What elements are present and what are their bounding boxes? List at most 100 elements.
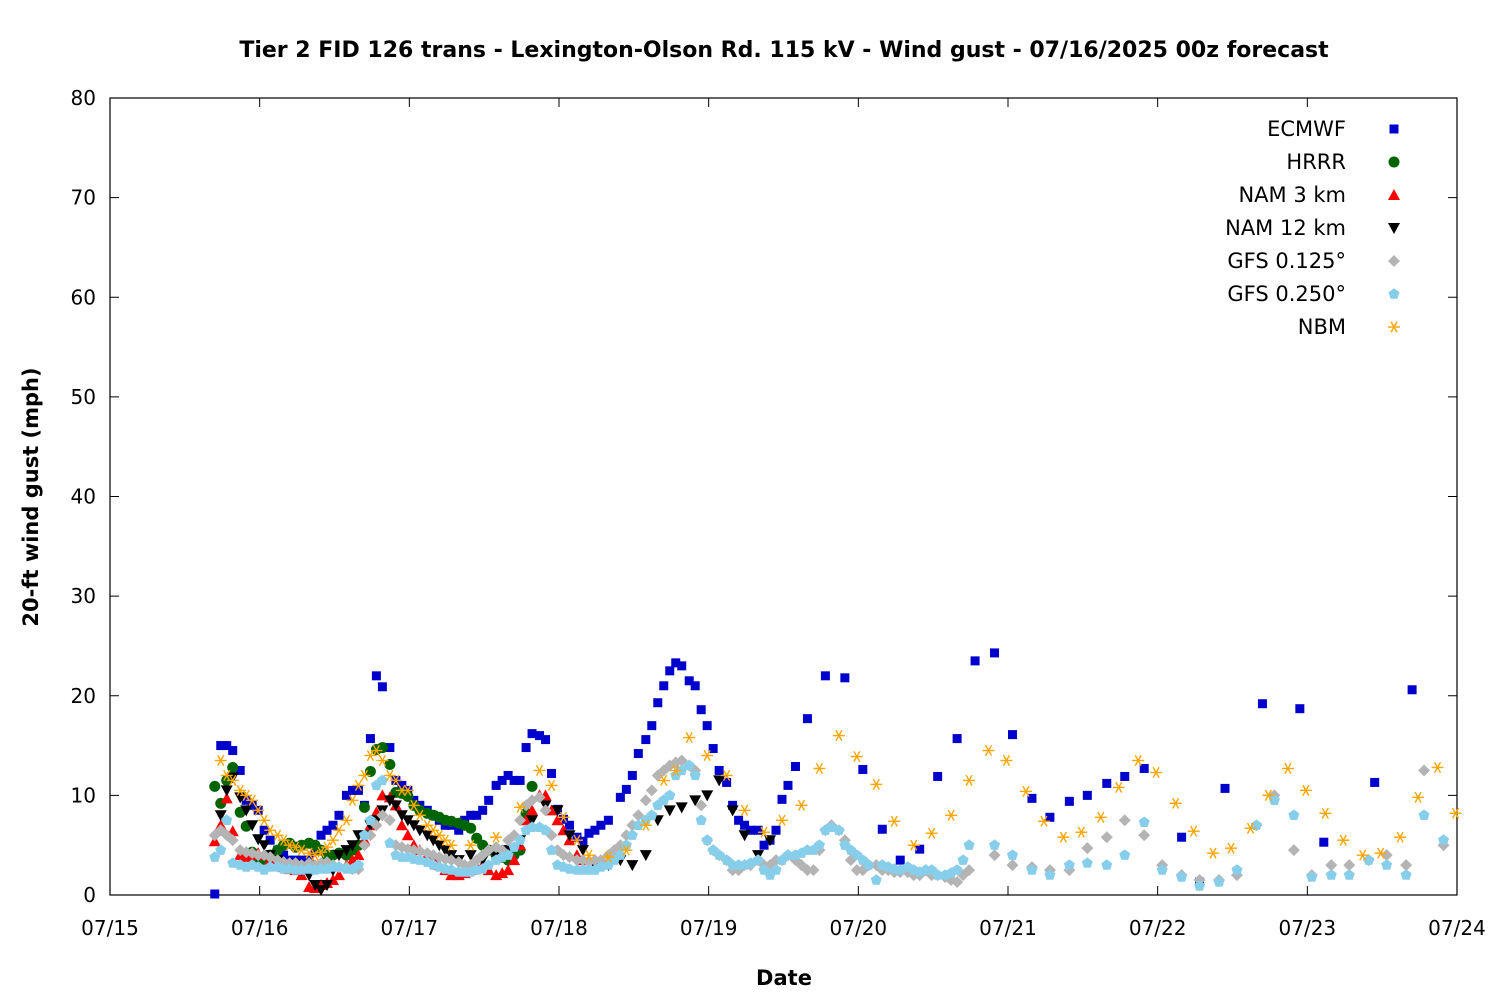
data-point-ecmwf <box>515 775 525 785</box>
data-point-nbm <box>776 814 789 826</box>
asterisk-stroke <box>1022 785 1030 797</box>
data-point-gfs-0-250 <box>540 824 552 835</box>
data-point-ecmwf <box>371 671 381 681</box>
data-point-nam-12-km <box>433 840 446 852</box>
data-point-ecmwf <box>1220 783 1230 793</box>
asterisk-stroke <box>760 826 768 838</box>
data-point-ecmwf <box>790 761 800 771</box>
x-tick-label: 07/15 <box>81 916 139 940</box>
data-point-gfs-0-250 <box>364 814 376 825</box>
data-point-nbm <box>364 749 377 762</box>
data-point-gfs-0-250 <box>1343 869 1355 880</box>
data-point-ecmwf <box>708 744 718 754</box>
y-tick-label: 20 <box>71 684 96 708</box>
data-point-nbm <box>738 804 751 816</box>
data-point-ecmwf <box>702 721 712 731</box>
asterisk-stroke <box>1097 811 1105 823</box>
asterisk-stroke <box>291 841 300 853</box>
data-point-gfs-0-250 <box>614 849 626 860</box>
data-point-ecmwf <box>578 836 588 846</box>
series-gfs-0-250 <box>209 759 1450 891</box>
data-point-gfs-0-250 <box>646 809 658 820</box>
asterisk-stroke <box>516 801 524 813</box>
data-point-nam-12-km <box>526 815 539 827</box>
asterisk-stroke <box>547 779 556 791</box>
data-point-ecmwf <box>1139 763 1149 773</box>
data-point-hrrr <box>364 765 376 777</box>
data-point-nbm <box>1187 825 1200 837</box>
data-point-ecmwf <box>454 825 464 835</box>
data-point-gfs-0-250 <box>770 864 782 875</box>
data-point-ecmwf <box>895 855 905 865</box>
data-point-nbm <box>832 730 845 742</box>
asterisk-stroke <box>404 784 412 796</box>
asterisk-stroke <box>274 829 282 841</box>
data-point-gfs-0-250 <box>376 774 388 786</box>
data-point-gfs-0-125 <box>807 864 820 877</box>
data-point-nam-3-km <box>332 869 345 881</box>
data-point-nbm <box>533 764 546 777</box>
asterisk-stroke <box>835 730 843 742</box>
asterisk-stroke <box>1040 815 1048 827</box>
data-point-nbm <box>1112 781 1125 793</box>
y-tick-label: 60 <box>71 285 96 309</box>
data-point-nbm <box>1412 791 1425 803</box>
asterisk-stroke <box>642 819 650 831</box>
data-point-nam-12-km <box>340 845 353 857</box>
data-point-gfs-0-250 <box>1063 859 1075 870</box>
data-point-gfs-0-250 <box>664 789 676 801</box>
data-point-nam-12-km <box>346 840 359 852</box>
data-point-nbm <box>683 732 696 744</box>
data-point-ecmwf <box>858 764 868 774</box>
data-point-nam-12-km <box>240 805 253 817</box>
asterisk-stroke <box>1227 842 1235 854</box>
data-point-nam-12-km <box>701 790 714 802</box>
data-point-gfs-0-250 <box>932 869 944 880</box>
data-point-ecmwf <box>558 814 568 824</box>
data-point-nbm <box>669 764 682 777</box>
data-point-nbm <box>283 839 296 851</box>
data-point-gfs-0-250 <box>951 864 963 875</box>
asterisk-stroke <box>323 841 331 853</box>
data-point-ecmwf <box>734 815 744 825</box>
data-point-gfs-0-250 <box>870 874 882 885</box>
x-tick-label: 07/16 <box>231 916 289 940</box>
data-point-nbm <box>401 784 414 796</box>
asterisk-stroke <box>1059 831 1067 843</box>
asterisk-stroke <box>392 774 400 787</box>
data-point-nam-12-km <box>395 810 408 822</box>
asterisk-stroke <box>285 839 294 851</box>
data-point-ecmwf <box>777 794 787 804</box>
data-point-hrrr <box>526 780 538 792</box>
asterisk-stroke <box>797 799 806 811</box>
data-point-nbm <box>321 841 334 853</box>
data-point-nam-12-km <box>252 834 265 846</box>
legend-marker-nbm <box>1388 321 1400 333</box>
asterisk-stroke <box>1302 784 1310 796</box>
data-point-ecmwf <box>472 810 482 820</box>
data-point-hrrr <box>465 822 477 834</box>
asterisk-stroke <box>1246 822 1255 834</box>
data-point-nbm <box>1356 849 1369 861</box>
legend-marker-gfs-0-125 <box>1388 255 1400 267</box>
data-point-gfs-0-250 <box>352 859 364 870</box>
data-point-gfs-0-125 <box>376 809 389 822</box>
asterisk-stroke <box>984 744 993 757</box>
data-point-nam-12-km <box>220 785 233 797</box>
data-point-nam-12-km <box>713 775 726 787</box>
data-point-gfs-0-250 <box>752 854 764 865</box>
asterisk-stroke <box>441 834 449 846</box>
data-point-nbm <box>813 762 826 775</box>
data-point-gfs-0-125 <box>539 804 552 817</box>
asterisk-stroke <box>342 814 351 826</box>
data-point-nam-12-km <box>258 840 271 852</box>
asterisk-stroke <box>723 769 731 782</box>
data-point-nbm <box>1431 761 1444 774</box>
data-point-gfs-0-250 <box>563 863 575 874</box>
asterisk-stroke <box>260 814 268 826</box>
legend-label-nam-3-km: NAM 3 km <box>1238 183 1346 207</box>
asterisk-stroke <box>335 824 343 836</box>
data-point-nam-12-km <box>315 885 328 897</box>
data-point-gfs-0-250 <box>514 834 526 845</box>
